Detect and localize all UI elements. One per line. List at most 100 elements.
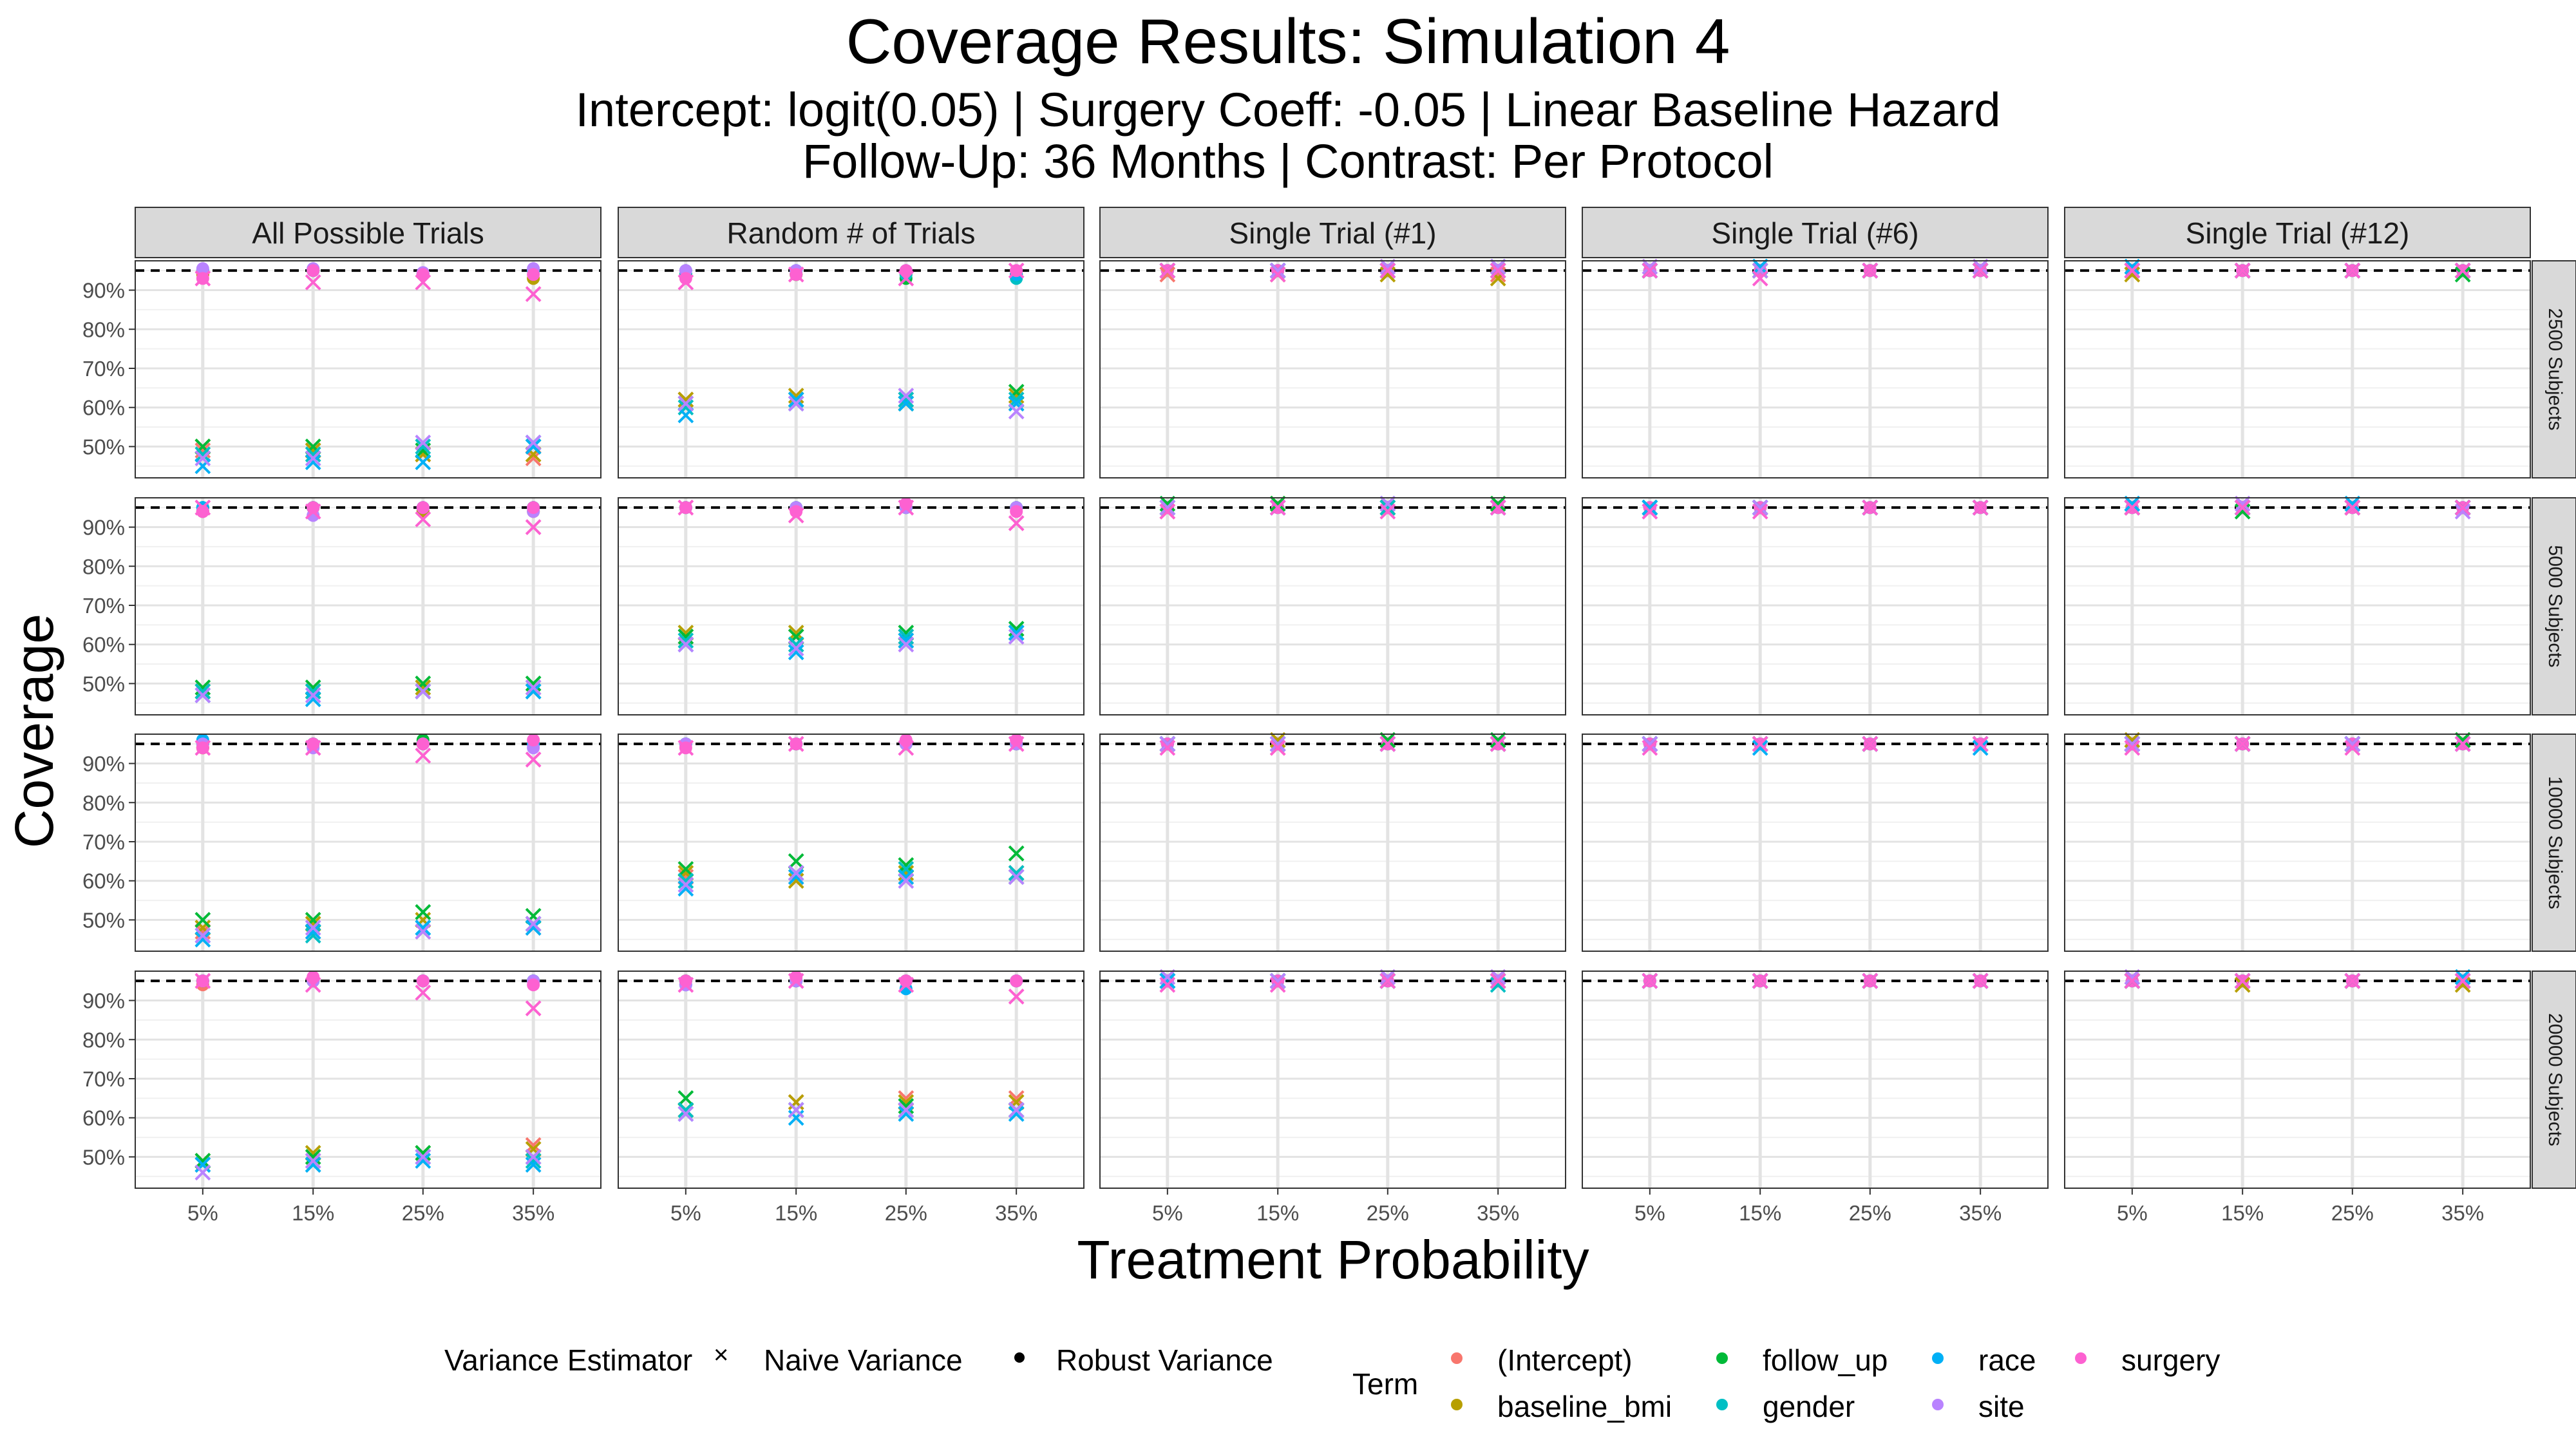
naive-point <box>194 683 211 699</box>
panel-border <box>1099 260 1566 478</box>
naive-point <box>2234 976 2251 993</box>
x-tick-label: 25% <box>2331 1201 2374 1225</box>
robust-point <box>527 978 540 992</box>
row-strip: 2500 Subjects <box>2532 260 2576 478</box>
column-strip-label: Single Trial (#6) <box>1711 216 1918 250</box>
naive-point <box>525 752 542 768</box>
naive-point <box>525 920 542 936</box>
naive-point <box>1269 735 1286 752</box>
naive-point <box>1159 503 1176 520</box>
row-strip: 20000 Subjects <box>2532 971 2576 1189</box>
y-tick-label: 80% <box>82 554 125 578</box>
panel-border <box>618 971 1084 1189</box>
panel-border <box>618 497 1084 715</box>
facet-panel: 50% 60% 70% 80% 90% 5% 15% 25% 35% <box>82 971 601 1225</box>
y-tick-label: 50% <box>82 908 125 932</box>
robust-point <box>416 501 430 515</box>
robust-point <box>196 262 209 276</box>
naive-point <box>2454 732 2471 748</box>
naive-point <box>1269 739 1286 756</box>
row-strip-label: 20000 Subjects <box>2544 1013 2566 1146</box>
naive-point <box>898 270 914 287</box>
panel-border <box>1099 497 1566 715</box>
naive-point <box>525 286 542 303</box>
naive-point <box>2344 739 2361 756</box>
naive-point <box>788 869 804 886</box>
facet-panel: 5% 15% 25% 35% <box>618 971 1084 1225</box>
facet-panel <box>2064 258 2531 478</box>
panel-background <box>1100 498 1566 715</box>
panel-border <box>135 497 601 715</box>
naive-point <box>1972 735 1989 752</box>
y-tick-label: 70% <box>82 1067 125 1091</box>
naive-point <box>415 454 431 471</box>
facet-panel <box>1582 258 2049 478</box>
naive-point <box>2124 739 2141 756</box>
column-strip: Single Trial (#12) <box>2064 207 2531 258</box>
legend-term-surgery: surgery <box>2121 1343 2221 1377</box>
naive-point <box>788 735 804 752</box>
naive-point <box>1008 403 1025 420</box>
panel-border <box>1582 260 2049 478</box>
naive-point <box>2344 499 2361 516</box>
panel-border <box>135 971 601 1189</box>
x-tick-label: 35% <box>995 1201 1037 1225</box>
panel-background <box>2065 261 2530 478</box>
legend-term-intercept: (Intercept) <box>1497 1343 1633 1377</box>
x-tick-label: 15% <box>1256 1201 1299 1225</box>
chart-subtitle-line-2: Follow-Up: 36 Months | Contrast: Per Pro… <box>802 135 1774 188</box>
legend-robust-label: Robust Variance <box>1056 1343 1273 1377</box>
robust-point <box>527 268 540 281</box>
naive-point <box>415 747 431 764</box>
naive-point <box>1379 735 1396 752</box>
naive-point <box>305 739 321 756</box>
naive-point <box>1269 972 1286 989</box>
naive-point <box>525 683 542 699</box>
legend-intercept-dot-icon <box>1451 1352 1463 1364</box>
naive-point <box>1972 739 1989 756</box>
naive-point <box>525 434 542 451</box>
robust-point <box>527 501 540 515</box>
chart-title: Coverage Results: Simulation 4 <box>846 6 1730 77</box>
naive-point <box>1008 1102 1025 1118</box>
naive-point <box>2344 735 2361 752</box>
naive-point <box>1008 392 1025 408</box>
naive-point <box>194 270 211 287</box>
naive-point <box>1862 972 1879 989</box>
naive-point <box>305 687 321 704</box>
panel-background <box>618 261 1084 478</box>
x-tick-label: 35% <box>1477 1201 1519 1225</box>
row-strip-label: 10000 Subjects <box>2544 776 2566 909</box>
naive-point <box>898 857 914 873</box>
robust-point <box>307 264 320 278</box>
naive-point <box>525 679 542 696</box>
column-strip-label: Random # of Trials <box>726 216 975 250</box>
naive-point <box>1269 499 1286 516</box>
panel-background <box>618 971 1084 1188</box>
naive-point <box>677 976 694 993</box>
column-strip-label: All Possible Trials <box>252 216 484 250</box>
naive-point <box>788 266 804 283</box>
naive-point <box>677 1090 694 1106</box>
naive-point <box>194 1164 211 1181</box>
x-tick-label: 15% <box>2221 1201 2264 1225</box>
naive-point <box>525 519 542 535</box>
robust-point <box>1010 505 1023 518</box>
facet-panel <box>1582 497 2049 715</box>
naive-point <box>1008 865 1025 881</box>
naive-point <box>194 972 211 989</box>
naive-point <box>1752 503 1768 520</box>
naive-point <box>525 1149 542 1165</box>
panel-border <box>135 734 601 952</box>
naive-point <box>194 446 211 462</box>
naive-point <box>898 1106 914 1122</box>
column-strip-background <box>1582 207 2049 258</box>
naive-point <box>1008 869 1025 886</box>
naive-point <box>194 739 211 756</box>
naive-point <box>2454 266 2471 283</box>
facet-panel: 50% 60% 70% 80% 90% <box>82 734 601 952</box>
naive-point <box>1008 625 1025 641</box>
panel-border <box>1582 971 2049 1189</box>
x-tick-label: 5% <box>1634 1201 1665 1225</box>
robust-point <box>899 497 913 511</box>
